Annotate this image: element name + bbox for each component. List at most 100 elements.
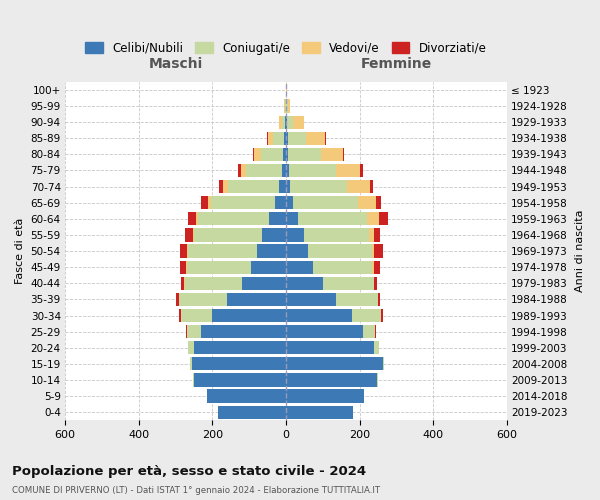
Bar (202, 325, 286, 338)
Bar (283, 148, 286, 161)
Bar (286, 100, 290, 112)
Bar (286, 228, 304, 241)
Bar (190, 358, 286, 370)
Bar (194, 341, 286, 354)
Bar (286, 390, 364, 402)
Bar (188, 212, 286, 226)
Bar (286, 341, 379, 354)
Bar (187, 260, 286, 274)
Bar (286, 276, 374, 290)
Bar (269, 212, 286, 226)
Bar (238, 164, 286, 177)
Text: Femmine: Femmine (361, 56, 432, 70)
Bar (194, 228, 286, 241)
Bar (286, 196, 376, 209)
Bar (286, 341, 379, 354)
Bar (280, 116, 286, 128)
Bar (218, 406, 286, 419)
Text: COMUNE DI PRIVERNO (LT) - Dati ISTAT 1° gennaio 2024 - Elaborazione TUTTITALIA.I: COMUNE DI PRIVERNO (LT) - Dati ISTAT 1° … (12, 486, 380, 495)
Bar (286, 148, 320, 161)
Bar (207, 390, 286, 402)
Bar (262, 228, 286, 241)
Bar (286, 100, 290, 112)
Bar (207, 390, 286, 402)
Bar (286, 374, 378, 386)
Bar (286, 164, 336, 177)
Bar (286, 325, 364, 338)
Bar (286, 244, 308, 258)
Bar (286, 374, 378, 386)
Bar (286, 116, 293, 128)
Bar (186, 260, 286, 274)
Bar (286, 244, 383, 258)
Bar (286, 100, 287, 112)
Bar (286, 390, 364, 402)
Bar (286, 132, 287, 145)
Bar (188, 341, 286, 354)
Bar (228, 180, 286, 193)
Bar (284, 100, 286, 112)
Bar (187, 325, 286, 338)
Bar (286, 228, 380, 241)
Bar (286, 325, 375, 338)
Bar (286, 132, 325, 145)
Bar (251, 260, 286, 274)
Bar (273, 132, 286, 145)
Bar (179, 293, 286, 306)
Bar (242, 276, 286, 290)
Bar (286, 212, 298, 226)
Text: Popolazione per età, sesso e stato civile - 2024: Popolazione per età, sesso e stato civil… (12, 464, 366, 477)
Bar (286, 325, 375, 338)
Bar (181, 276, 286, 290)
Bar (286, 164, 363, 177)
Bar (192, 358, 286, 370)
Bar (286, 196, 358, 209)
Bar (286, 180, 370, 193)
Bar (275, 196, 286, 209)
Bar (193, 374, 286, 386)
Bar (286, 341, 379, 354)
Bar (286, 358, 384, 370)
Bar (186, 325, 286, 338)
Bar (286, 228, 374, 241)
Bar (286, 260, 372, 274)
Bar (286, 341, 374, 354)
Bar (268, 132, 286, 145)
Legend: Celibi/Nubili, Coniugati/e, Vedovi/e, Divorziati/e: Celibi/Nubili, Coniugati/e, Vedovi/e, Di… (80, 37, 491, 60)
Bar (218, 406, 286, 419)
Bar (218, 406, 286, 419)
Bar (286, 148, 344, 161)
Bar (190, 358, 286, 370)
Bar (181, 309, 286, 322)
Bar (280, 180, 286, 193)
Bar (286, 293, 336, 306)
Bar (284, 100, 286, 112)
Bar (286, 358, 383, 370)
Bar (267, 132, 286, 145)
Bar (207, 390, 286, 402)
Bar (286, 164, 360, 177)
Bar (283, 116, 286, 128)
Bar (286, 212, 379, 226)
Bar (286, 244, 371, 258)
Bar (181, 309, 286, 322)
Bar (184, 276, 286, 290)
Bar (188, 341, 286, 354)
Bar (286, 309, 383, 322)
Bar (286, 374, 377, 386)
Bar (286, 132, 306, 145)
Bar (286, 358, 384, 370)
Bar (286, 84, 287, 96)
Bar (286, 164, 289, 177)
Bar (286, 180, 347, 193)
Bar (280, 116, 286, 128)
Bar (197, 212, 286, 226)
Bar (286, 276, 323, 290)
Bar (185, 228, 286, 241)
Bar (188, 341, 286, 354)
Bar (286, 276, 377, 290)
Bar (187, 244, 286, 258)
Bar (285, 100, 286, 112)
Bar (187, 325, 286, 338)
Bar (194, 374, 286, 386)
